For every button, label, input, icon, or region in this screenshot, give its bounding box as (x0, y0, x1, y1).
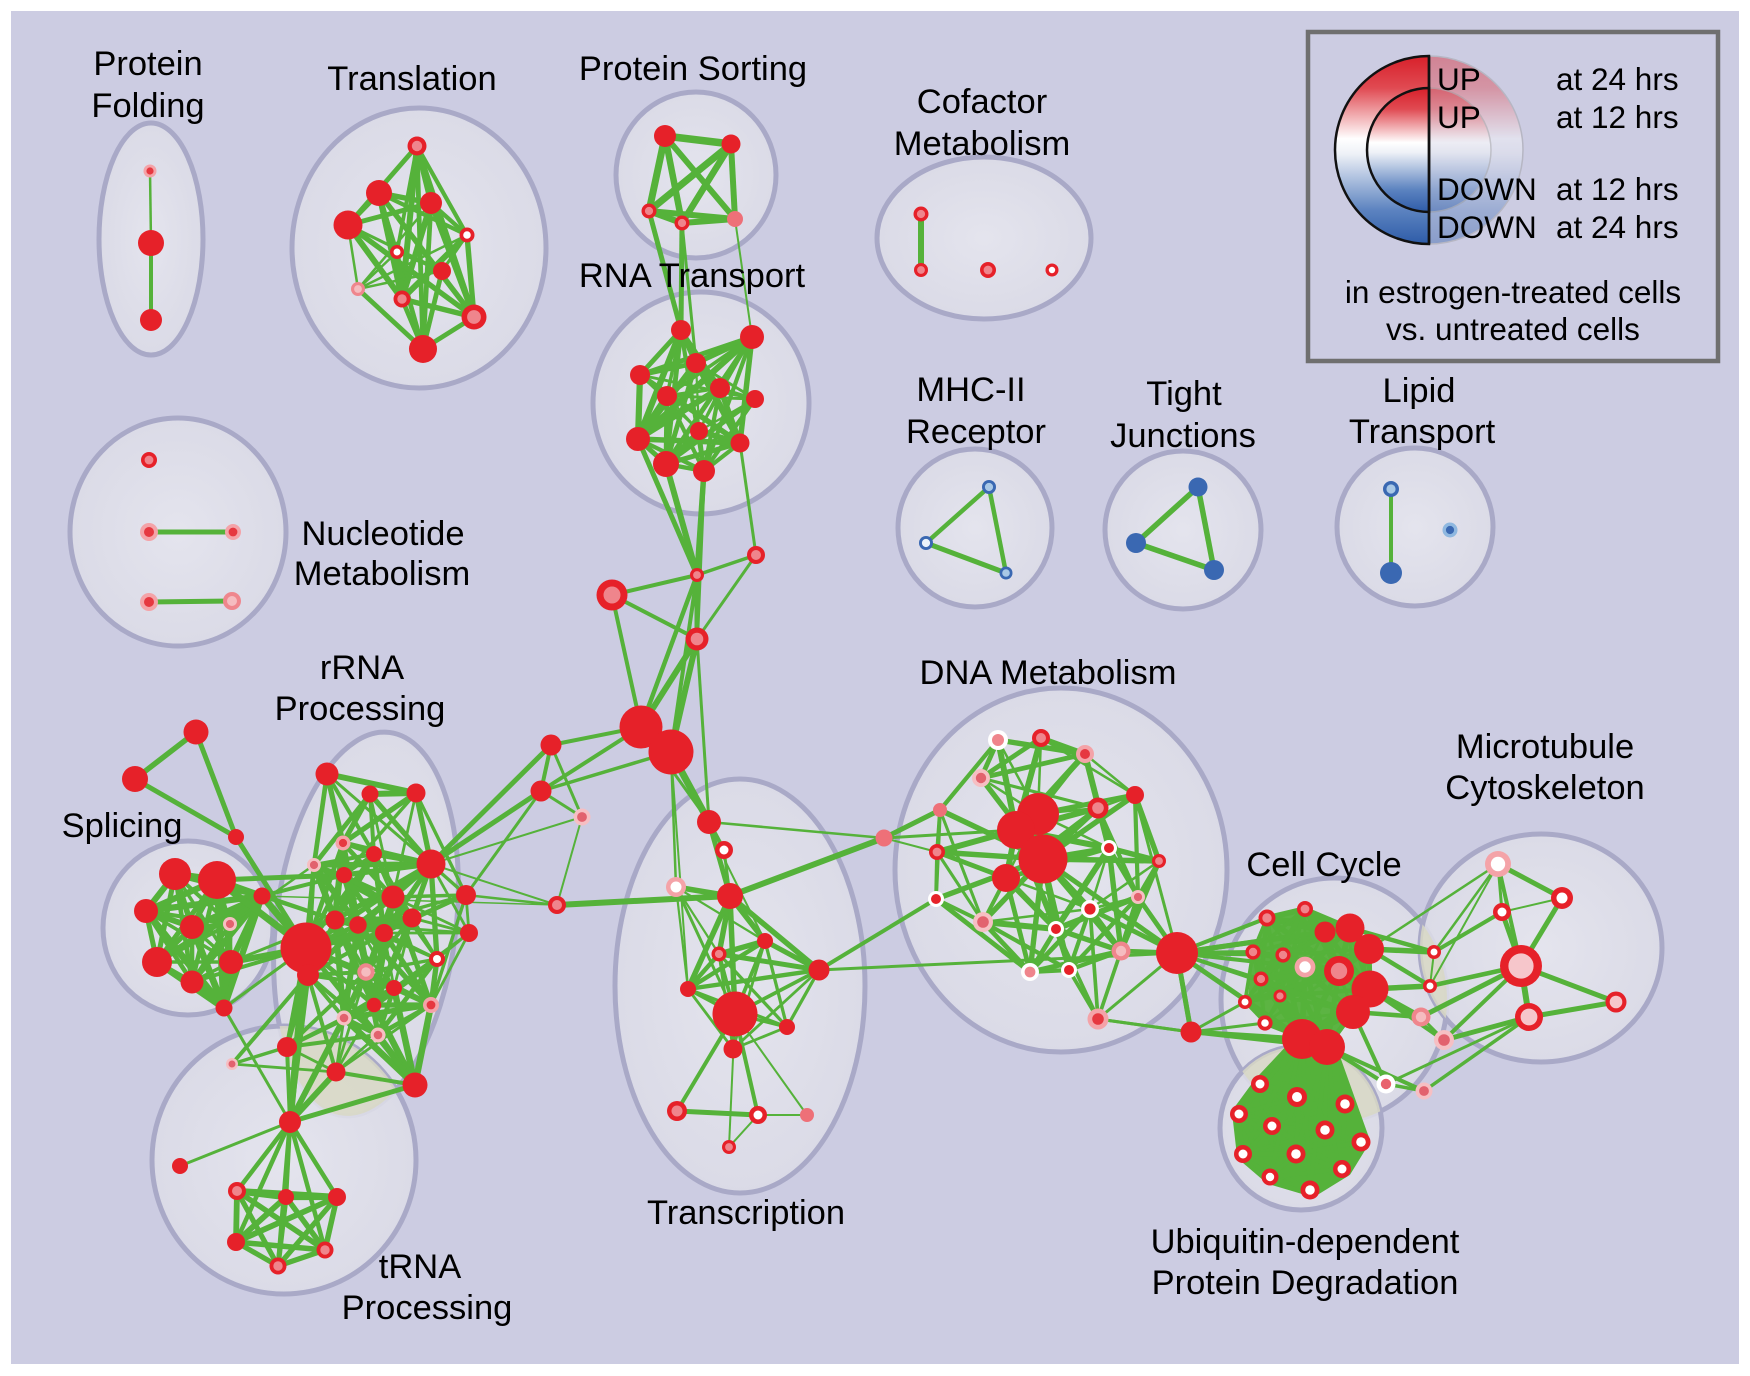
svg-text:DNA Metabolism: DNA Metabolism (920, 654, 1177, 692)
svg-text:MHC-II: MHC-II (916, 371, 1025, 409)
svg-text:in estrogen-treated cells: in estrogen-treated cells (1345, 274, 1681, 310)
svg-text:DOWN: DOWN (1437, 171, 1537, 207)
svg-text:Metabolism: Metabolism (294, 555, 470, 593)
svg-text:Protein Sorting: Protein Sorting (579, 50, 807, 88)
svg-text:Ubiquitin-dependent: Ubiquitin-dependent (1151, 1223, 1460, 1261)
svg-text:at 12 hrs: at 12 hrs (1556, 99, 1679, 135)
svg-text:at 12 hrs: at 12 hrs (1556, 171, 1679, 207)
svg-text:Metabolism: Metabolism (894, 125, 1070, 163)
svg-text:Transport: Transport (1349, 413, 1496, 451)
svg-text:RNA Transport: RNA Transport (579, 257, 806, 295)
svg-text:Protein: Protein (93, 45, 202, 83)
svg-text:Protein Degradation: Protein Degradation (1152, 1264, 1459, 1302)
svg-text:Processing: Processing (342, 1289, 513, 1327)
svg-text:Tight: Tight (1146, 375, 1222, 413)
svg-text:Processing: Processing (275, 690, 446, 728)
svg-text:Nucleotide: Nucleotide (301, 515, 464, 553)
svg-text:Cytoskeleton: Cytoskeleton (1445, 769, 1644, 807)
svg-text:vs. untreated cells: vs. untreated cells (1386, 311, 1640, 347)
svg-text:Transcription: Transcription (647, 1194, 845, 1232)
svg-text:UP: UP (1437, 61, 1481, 97)
svg-text:Lipid: Lipid (1383, 372, 1456, 410)
svg-text:rRNA: rRNA (320, 649, 404, 687)
svg-text:at 24 hrs: at 24 hrs (1556, 61, 1679, 97)
svg-text:Cell Cycle: Cell Cycle (1246, 846, 1401, 884)
svg-text:DOWN: DOWN (1437, 209, 1537, 245)
svg-text:Junctions: Junctions (1110, 417, 1256, 455)
svg-text:Translation: Translation (327, 60, 496, 98)
svg-text:Splicing: Splicing (62, 807, 183, 845)
svg-text:at 24 hrs: at 24 hrs (1556, 209, 1679, 245)
svg-text:tRNA: tRNA (379, 1248, 461, 1286)
svg-text:UP: UP (1437, 99, 1481, 135)
svg-text:Cofactor: Cofactor (917, 83, 1047, 121)
svg-text:Receptor: Receptor (906, 413, 1046, 451)
svg-text:Folding: Folding (91, 87, 204, 125)
svg-text:Microtubule: Microtubule (1456, 728, 1634, 766)
